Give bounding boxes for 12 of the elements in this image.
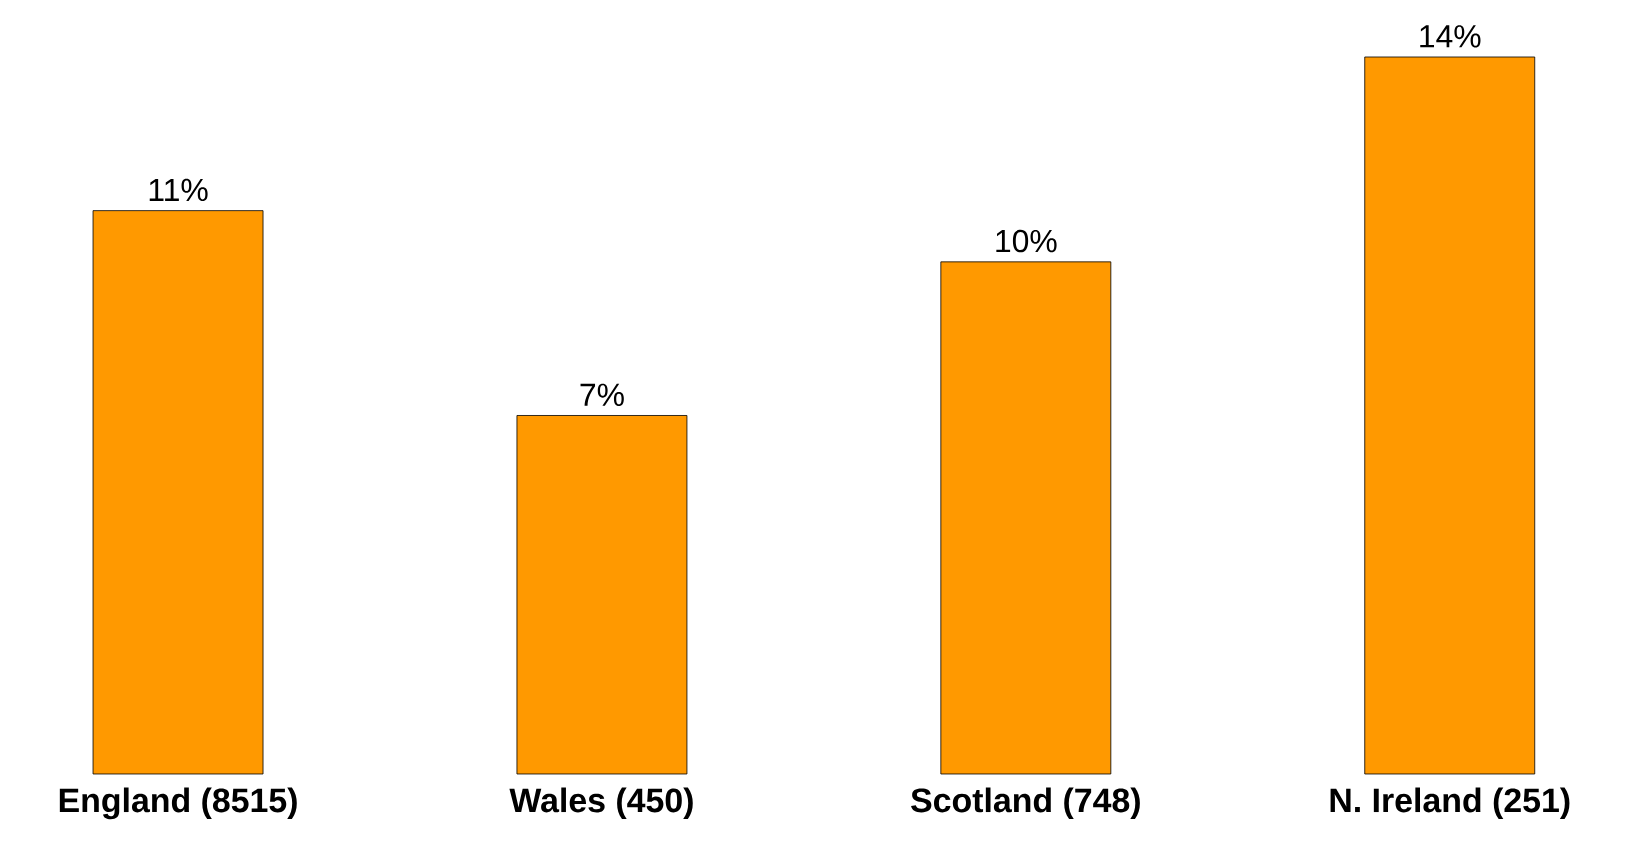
data-label: 11% bbox=[149, 178, 208, 202]
bar bbox=[1364, 56, 1536, 775]
x-tick-label: N. Ireland (251) bbox=[1330, 787, 1570, 820]
x-tick-label: Wales (450) bbox=[509, 787, 693, 820]
data-label: 10% bbox=[996, 229, 1057, 253]
bar bbox=[940, 261, 1112, 775]
x-tick-label: Scotland (748) bbox=[911, 787, 1140, 820]
bar bbox=[516, 415, 688, 775]
x-tick-label: England (8515) bbox=[59, 787, 297, 820]
data-label: 14% bbox=[1420, 25, 1481, 48]
bar bbox=[92, 210, 264, 775]
data-label: 7% bbox=[580, 383, 624, 406]
